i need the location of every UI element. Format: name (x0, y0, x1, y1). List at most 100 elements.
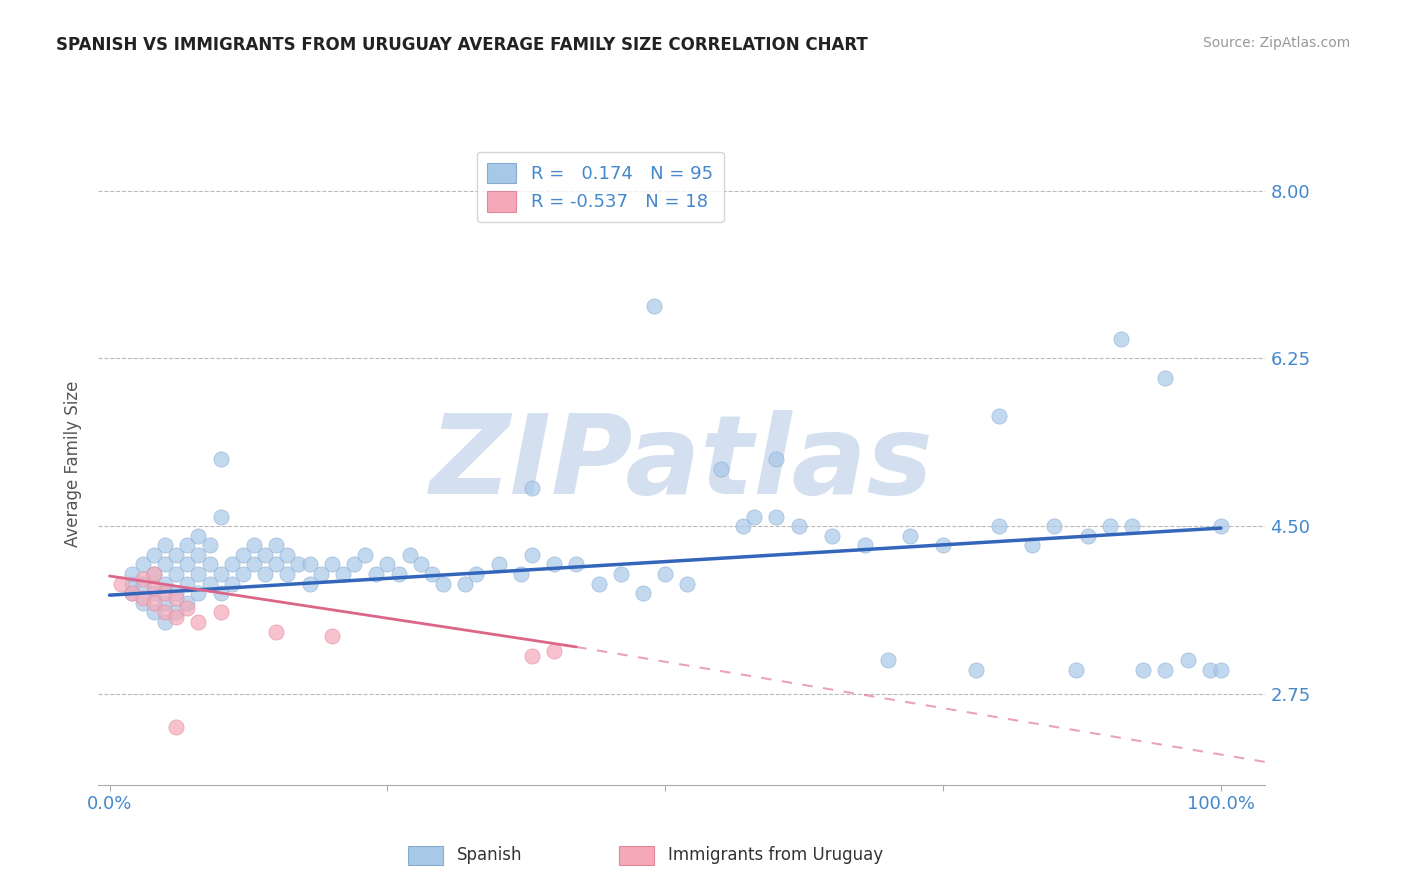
Point (209, 509, 232, 524)
Point (676, 576, 699, 591)
Point (165, 591, 187, 605)
Point (198, 538, 221, 552)
Point (321, 629, 343, 643)
Point (209, 567, 232, 582)
Point (321, 558, 343, 572)
Point (643, 299, 665, 313)
Point (243, 558, 266, 572)
Point (1021, 538, 1043, 552)
Point (121, 586, 143, 600)
Point (176, 596, 198, 610)
Point (153, 558, 176, 572)
Point (232, 567, 254, 582)
Point (853, 538, 876, 552)
Point (1077, 529, 1099, 543)
Point (176, 558, 198, 572)
Point (932, 538, 955, 552)
Point (254, 567, 277, 582)
Point (198, 558, 221, 572)
Point (898, 529, 921, 543)
Point (276, 548, 298, 562)
Point (1154, 663, 1177, 677)
Point (543, 558, 565, 572)
Point (432, 576, 454, 591)
Point (165, 548, 187, 562)
Point (132, 572, 155, 586)
Legend: R =   0.174   N = 95, R = -0.537   N = 18: R = 0.174 N = 95, R = -0.537 N = 18 (477, 152, 724, 222)
Point (143, 596, 166, 610)
Text: Source: ZipAtlas.com: Source: ZipAtlas.com (1202, 36, 1350, 50)
Point (987, 409, 1010, 423)
Point (143, 567, 166, 582)
Point (187, 615, 209, 629)
Point (153, 576, 176, 591)
Point (143, 606, 166, 620)
Point (409, 558, 432, 572)
Point (987, 519, 1010, 533)
Point (1121, 519, 1143, 533)
Point (132, 558, 155, 572)
Point (765, 509, 787, 524)
Point (165, 610, 187, 624)
Point (153, 596, 176, 610)
Point (209, 452, 232, 467)
Point (354, 548, 377, 562)
Point (132, 591, 155, 605)
Point (543, 644, 565, 658)
Point (243, 538, 266, 552)
Point (876, 653, 898, 667)
Point (1043, 519, 1066, 533)
Point (187, 548, 209, 562)
Text: Immigrants from Uruguay: Immigrants from Uruguay (668, 846, 883, 863)
Point (165, 567, 187, 582)
Point (254, 548, 277, 562)
Point (520, 648, 543, 663)
Point (343, 558, 366, 572)
Point (1209, 519, 1232, 533)
Point (298, 576, 321, 591)
Point (264, 558, 287, 572)
Point (153, 586, 176, 600)
Point (565, 558, 588, 572)
Point (654, 567, 676, 582)
Point (221, 558, 243, 572)
Point (965, 663, 987, 677)
Point (488, 558, 510, 572)
Point (176, 600, 198, 615)
Point (121, 586, 143, 600)
Point (232, 548, 254, 562)
Point (153, 606, 176, 620)
Point (520, 548, 543, 562)
Point (398, 548, 420, 562)
Point (821, 529, 844, 543)
Point (1066, 663, 1088, 677)
Point (132, 576, 155, 591)
Point (610, 567, 633, 582)
Point (332, 567, 354, 582)
Point (276, 567, 298, 582)
Point (588, 576, 610, 591)
Point (454, 576, 477, 591)
Point (1209, 663, 1232, 677)
Text: SPANISH VS IMMIGRANTS FROM URUGUAY AVERAGE FAMILY SIZE CORRELATION CHART: SPANISH VS IMMIGRANTS FROM URUGUAY AVERA… (56, 36, 868, 54)
Point (264, 624, 287, 639)
Point (298, 558, 321, 572)
Point (153, 538, 176, 552)
Point (143, 548, 166, 562)
Point (209, 606, 232, 620)
Point (1098, 519, 1121, 533)
Point (387, 567, 409, 582)
Point (110, 576, 132, 591)
Point (465, 567, 488, 582)
Point (143, 567, 166, 582)
Point (309, 567, 332, 582)
Y-axis label: Average Family Size: Average Family Size (65, 381, 83, 547)
Point (1154, 370, 1177, 384)
Point (420, 567, 443, 582)
Point (121, 576, 143, 591)
Point (143, 586, 166, 600)
Point (377, 558, 399, 572)
Point (165, 586, 187, 600)
Point (176, 538, 198, 552)
Point (209, 586, 232, 600)
